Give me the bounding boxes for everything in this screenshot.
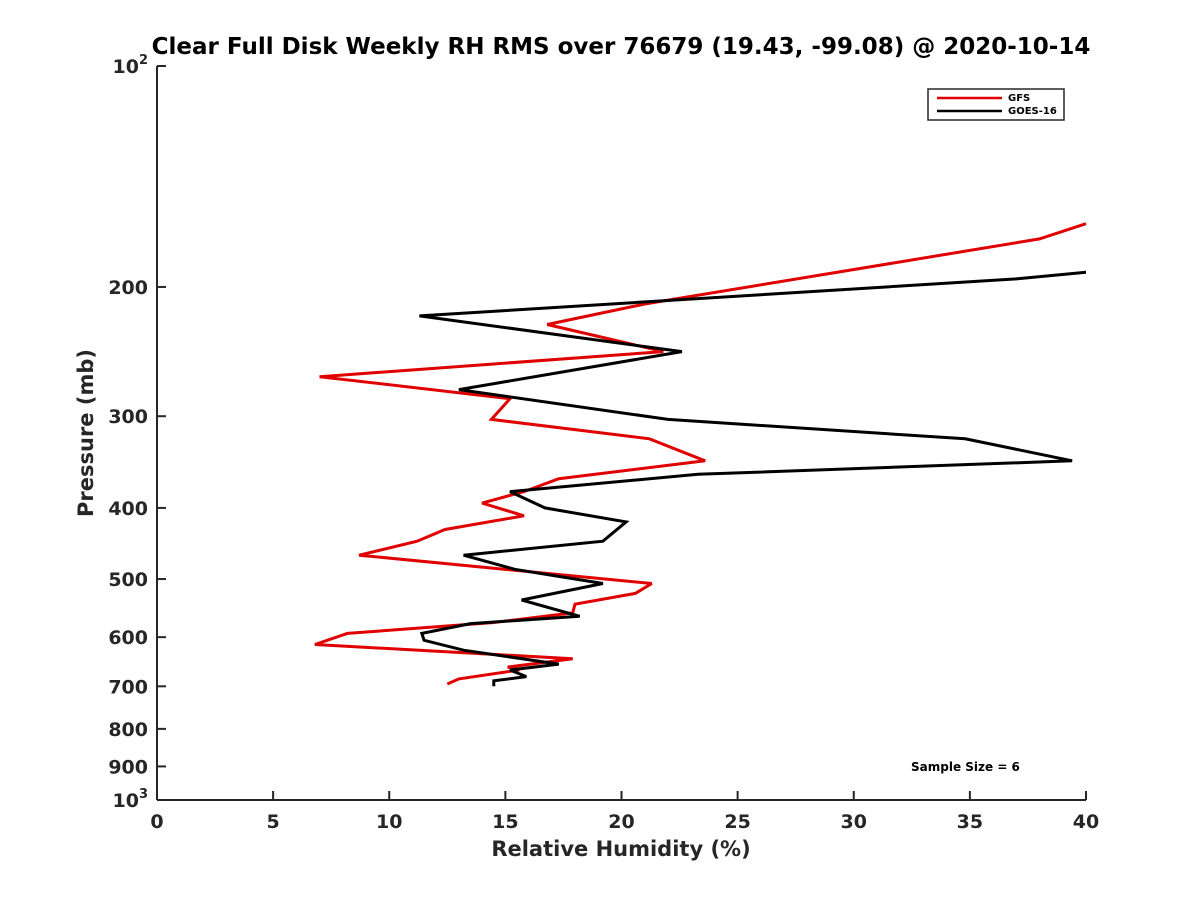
x-tick-label: 0 — [150, 811, 163, 833]
y-tick-label: 900 — [108, 756, 148, 778]
series-line-gfs — [314, 222, 1087, 686]
legend-label-goes16: GOES-16 — [1008, 106, 1057, 117]
series-line-goes16 — [419, 270, 1087, 687]
y-tick-label: 400 — [108, 498, 148, 520]
y-tick-label: 700 — [108, 676, 148, 698]
legend: GFS GOES-16 — [927, 88, 1065, 121]
y-tick-label: 102 — [113, 53, 149, 78]
x-tick-label: 20 — [608, 811, 634, 833]
y-tick-label: 103 — [113, 787, 149, 812]
x-tick-label: 30 — [841, 811, 867, 833]
x-tick-label: 25 — [724, 811, 750, 833]
x-tick-label: 5 — [267, 811, 280, 833]
y-tick-label: 500 — [108, 569, 148, 591]
x-axis-label: Relative Humidity (%) — [491, 837, 750, 861]
legend-box — [927, 88, 1065, 121]
x-tick-label: 35 — [957, 811, 983, 833]
chart-title: Clear Full Disk Weekly RH RMS over 76679… — [152, 34, 1091, 60]
y-tick-label: 600 — [108, 627, 148, 649]
x-tick-label: 10 — [376, 811, 402, 833]
y-axis-ticks: 102 200 300 400 500 600 700 800 900 103 — [108, 53, 166, 812]
y-tick-label: 800 — [108, 719, 148, 741]
y-tick-label: 300 — [108, 406, 148, 428]
series-layer — [314, 222, 1087, 687]
x-axis-ticks: 0 5 10 15 20 25 30 35 40 — [150, 791, 1099, 833]
x-tick-label: 15 — [492, 811, 518, 833]
legend-label-gfs: GFS — [1008, 93, 1030, 104]
x-tick-label: 40 — [1073, 811, 1099, 833]
y-tick-label: 200 — [108, 277, 148, 299]
y-axis-label: Pressure (mb) — [74, 349, 98, 517]
sample-size-annotation: Sample Size = 6 — [911, 760, 1020, 774]
